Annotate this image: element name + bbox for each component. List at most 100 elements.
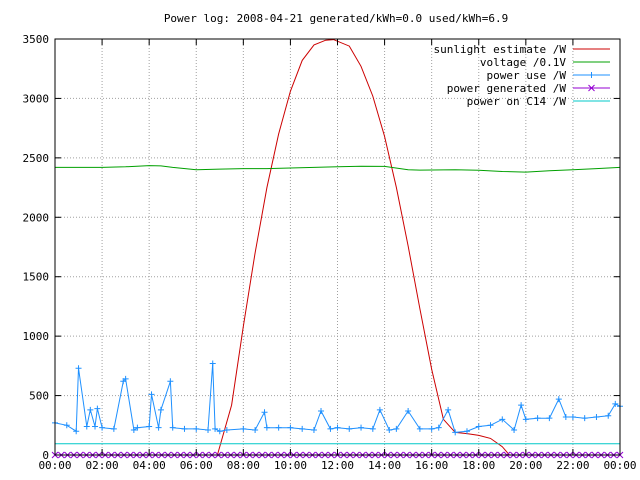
data-point <box>386 427 393 434</box>
data-point <box>122 375 129 382</box>
data-point <box>393 425 400 432</box>
data-point <box>92 423 99 430</box>
legend-label: power generated /W <box>447 82 567 95</box>
x-tick-label: 06:00 <box>180 459 213 472</box>
data-point <box>605 412 612 419</box>
data-point <box>334 424 341 431</box>
data-point <box>310 427 317 434</box>
data-point <box>212 425 219 432</box>
x-tick-label: 02:00 <box>86 459 119 472</box>
data-point <box>435 424 442 431</box>
series-0 <box>216 39 510 456</box>
x-tick-label: 12:00 <box>321 459 354 472</box>
legend-label: power on C14 /W <box>467 95 567 108</box>
y-tick-label: 3500 <box>23 33 50 46</box>
series-line <box>54 363 621 433</box>
data-point <box>612 400 619 407</box>
data-point <box>369 425 376 432</box>
x-tick-label: 14:00 <box>368 459 401 472</box>
x-tick-label: 16:00 <box>415 459 448 472</box>
series-line <box>55 165 621 173</box>
data-point <box>299 425 306 432</box>
data-point <box>205 427 212 434</box>
y-tick-label: 1000 <box>23 330 50 343</box>
data-point <box>546 415 553 422</box>
data-point <box>346 425 353 432</box>
data-point <box>287 424 294 431</box>
data-point <box>511 427 518 434</box>
data-point <box>193 425 200 432</box>
data-point <box>75 365 82 372</box>
data-point <box>534 415 541 422</box>
data-point <box>169 424 176 431</box>
x-tick-label: 22:00 <box>556 459 589 472</box>
grid <box>55 39 620 455</box>
data-point <box>518 402 525 409</box>
x-tick-label: 04:00 <box>133 459 166 472</box>
y-tick-label: 1500 <box>23 271 50 284</box>
data-point <box>569 413 576 420</box>
data-point <box>562 413 569 420</box>
data-point <box>99 424 106 431</box>
legend-item: voltage /0.1V <box>480 56 610 69</box>
series-1 <box>55 165 621 173</box>
data-point <box>216 428 223 435</box>
data-point <box>87 406 94 413</box>
y-tick-label: 2000 <box>23 211 50 224</box>
data-point <box>134 424 141 431</box>
x-tick-label: 18:00 <box>462 459 495 472</box>
axis-ticks: 0 500 1000 1500 2000 2500 3000 3500 00:00 02:00 04… <box>23 33 637 472</box>
legend-label: power use /W <box>487 69 567 82</box>
data-point <box>146 423 153 430</box>
x-tick-label: 00:00 <box>603 459 636 472</box>
data-point <box>252 427 259 434</box>
y-tick-label: 500 <box>29 390 49 403</box>
data-point <box>358 424 365 431</box>
data-point <box>445 406 452 413</box>
data-point <box>275 424 282 431</box>
data-point <box>130 427 137 434</box>
y-tick-label: 2500 <box>23 152 50 165</box>
legend-label: sunlight estimate /W <box>434 43 567 56</box>
series-2 <box>52 360 623 436</box>
x-tick-label: 20:00 <box>509 459 542 472</box>
data-point <box>555 396 562 403</box>
x-tick-label: 08:00 <box>227 459 260 472</box>
legend-marker <box>588 84 595 92</box>
data-point <box>110 425 117 432</box>
data-point <box>167 378 174 385</box>
legend-label: voltage /0.1V <box>480 56 566 69</box>
series-line <box>216 39 510 456</box>
data-point <box>261 409 268 416</box>
data-point <box>157 406 164 413</box>
data-point <box>318 408 325 415</box>
data-point <box>463 428 470 435</box>
data-point <box>581 415 588 422</box>
data-point <box>405 408 412 415</box>
data-point <box>148 391 155 398</box>
data-point <box>94 405 101 412</box>
y-tick-label: 0 <box>42 449 49 462</box>
legend-item: sunlight estimate /W <box>434 43 610 56</box>
data-point <box>181 425 188 432</box>
y-tick-label: 3000 <box>23 92 50 105</box>
data-point <box>209 360 216 367</box>
data-point <box>487 422 494 429</box>
data-point <box>327 425 334 432</box>
legend-item: power use /W <box>487 69 610 82</box>
data-point <box>223 427 230 434</box>
x-tick-label: 10:00 <box>274 459 307 472</box>
data-point <box>499 416 506 423</box>
data-point <box>73 428 80 435</box>
data-point <box>63 422 70 429</box>
x-tick-label: 00:00 <box>38 459 71 472</box>
chart-title: Power log: 2008-04-21 generated/kWh=0.0 … <box>164 12 508 25</box>
legend-item: power generated /W <box>447 82 610 95</box>
data-point <box>428 425 435 432</box>
data-point <box>593 413 600 420</box>
data-point <box>83 423 90 430</box>
data-point <box>263 424 270 431</box>
data-point <box>522 416 529 423</box>
